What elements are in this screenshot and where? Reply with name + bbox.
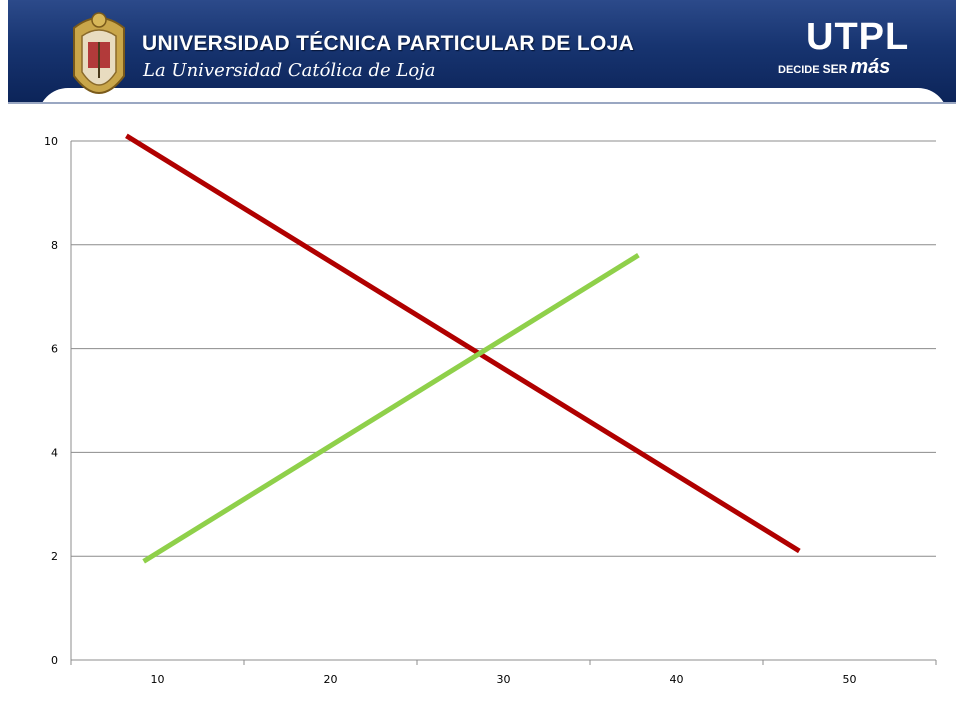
- grid-layer: [71, 140, 936, 557]
- slogan-decide: DECIDE: [778, 64, 820, 76]
- tick-label-layer: 0 2 4 6 8 10 10 20 30 40 50: [44, 135, 857, 686]
- axis-layer: [70, 141, 937, 665]
- university-name: UNIVERSIDAD TÉCNICA PARTICULAR DE LOJA: [142, 32, 635, 55]
- series-line-0: [125, 133, 801, 554]
- series-layer: [125, 133, 801, 564]
- y-tick-label: 10: [44, 135, 58, 148]
- y-tick-label: 2: [51, 550, 58, 563]
- header-banner: [8, 0, 956, 104]
- slogan-mas: más: [850, 56, 891, 78]
- brand-slogan: DECIDE SER más: [778, 56, 890, 79]
- y-tick-label: 8: [51, 239, 58, 252]
- x-tick-label: 50: [843, 673, 857, 686]
- university-tagline: La Universidad Católica de Loja: [143, 60, 436, 81]
- banner-wave: [38, 88, 948, 102]
- series-line-1: [142, 253, 640, 564]
- x-tick-label: 10: [151, 673, 165, 686]
- x-tick-label: 20: [324, 673, 338, 686]
- x-tick-label: 40: [670, 673, 684, 686]
- slogan-ser: SER: [822, 62, 848, 76]
- x-tick-label: 30: [497, 673, 511, 686]
- university-crest-icon: [73, 12, 125, 94]
- y-tick-label: 6: [51, 343, 58, 356]
- y-tick-label: 4: [51, 446, 58, 459]
- y-tick-label: 0: [51, 654, 58, 667]
- brand-logo: UTPL: [806, 16, 910, 58]
